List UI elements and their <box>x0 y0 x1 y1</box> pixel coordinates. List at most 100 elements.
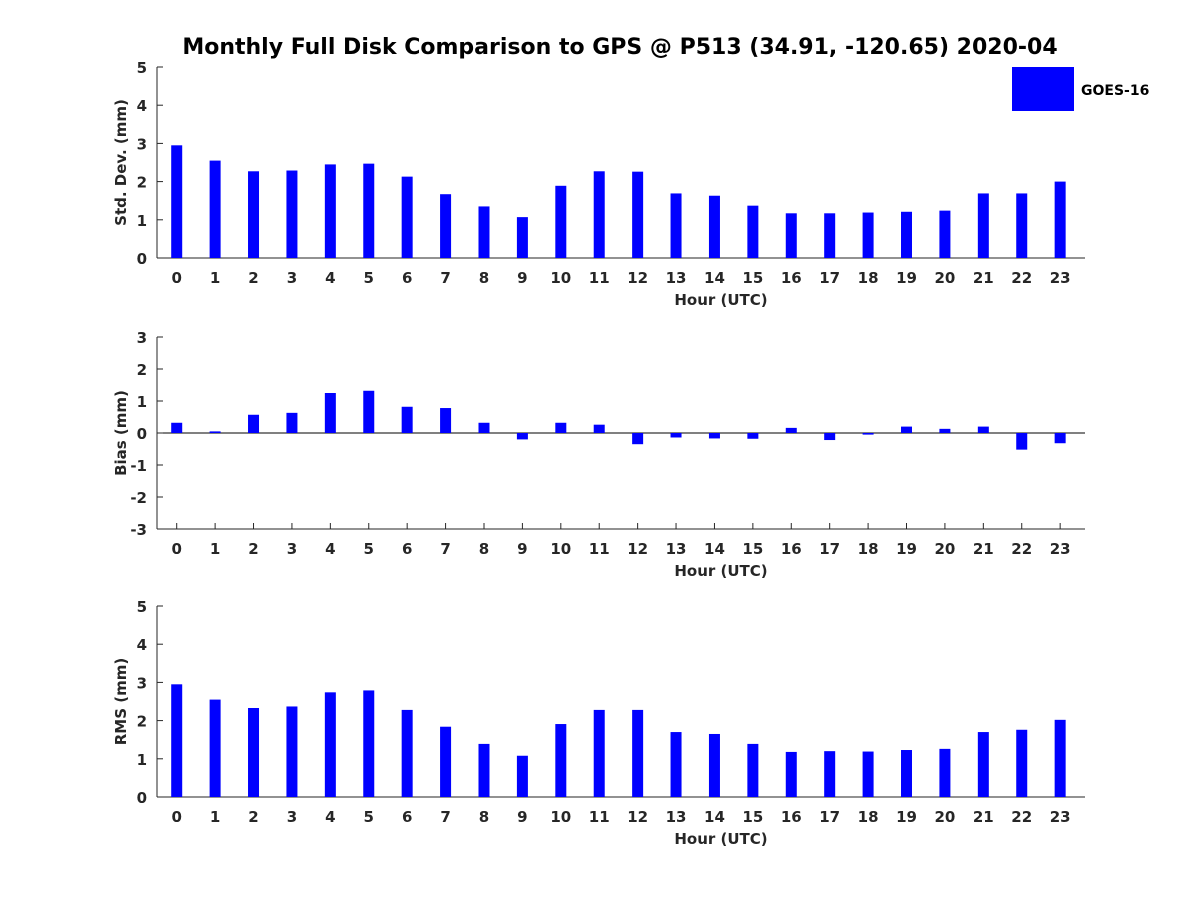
stddev-bar <box>670 193 682 258</box>
rms-ytick-label: 5 <box>137 598 147 616</box>
rms-bar <box>440 726 452 797</box>
bias-ytick-label: 3 <box>137 329 147 347</box>
stddev-bar <box>478 206 490 258</box>
bias-xtick-label: 16 <box>781 540 802 558</box>
stddev-ytick-label: 3 <box>137 135 147 153</box>
bias-xtick-label: 13 <box>666 540 687 558</box>
bias-xtick-label: 20 <box>934 540 955 558</box>
stddev-xtick-label: 19 <box>896 269 917 287</box>
bias-xtick-label: 3 <box>287 540 297 558</box>
bias-xtick-label: 6 <box>402 540 412 558</box>
bias-bar <box>862 433 874 435</box>
bias-xtick-label: 5 <box>364 540 374 558</box>
bias-xtick-label: 4 <box>325 540 335 558</box>
stddev-bar <box>555 185 567 258</box>
stddev-xtick-label: 6 <box>402 269 412 287</box>
bias-xtick-label: 0 <box>171 540 181 558</box>
rms-bar <box>516 755 528 797</box>
rms-bar <box>632 709 644 797</box>
stddev-xtick-label: 9 <box>517 269 527 287</box>
rms-xtick-label: 19 <box>896 808 917 826</box>
stddev-bar <box>248 171 260 258</box>
stddev-ytick-label: 0 <box>137 250 147 268</box>
bias-bar <box>209 431 221 433</box>
legend-label: GOES-16 <box>1081 83 1149 99</box>
stddev-xtick-label: 20 <box>934 269 955 287</box>
stddev-bar <box>324 164 336 258</box>
rms-xtick-label: 23 <box>1050 808 1071 826</box>
rms-bar <box>363 690 375 797</box>
stddev-ytick-label: 5 <box>137 59 147 77</box>
rms-bar <box>324 692 336 797</box>
stddev-xtick-label: 13 <box>666 269 687 287</box>
bias-xtick-label: 9 <box>517 540 527 558</box>
rms-bar <box>901 750 913 797</box>
rms-xtick-label: 0 <box>171 808 181 826</box>
stddev-ytick-label: 4 <box>137 97 147 115</box>
bias-xlabel: Hour (UTC) <box>674 562 767 580</box>
rms-xtick-label: 10 <box>550 808 571 826</box>
rms-xtick-label: 2 <box>248 808 258 826</box>
bias-ytick-label: -3 <box>130 521 147 539</box>
bias-xtick-label: 1 <box>210 540 220 558</box>
bias-bar <box>824 433 836 441</box>
bias-bar <box>977 426 989 433</box>
stddev-xtick-label: 12 <box>627 269 648 287</box>
rms-ytick-label: 3 <box>137 674 147 692</box>
stddev-xtick-label: 21 <box>973 269 994 287</box>
rms-bar <box>977 732 989 797</box>
rms-xtick-label: 22 <box>1011 808 1032 826</box>
bias-xtick-label: 12 <box>627 540 648 558</box>
bias-xtick-label: 8 <box>479 540 489 558</box>
rms-ytick-label: 4 <box>137 636 147 654</box>
stddev-xtick-label: 2 <box>248 269 258 287</box>
rms-xtick-label: 20 <box>934 808 955 826</box>
stddev-xtick-label: 11 <box>589 269 610 287</box>
rms-xtick-label: 18 <box>858 808 879 826</box>
stddev-xlabel: Hour (UTC) <box>674 291 767 309</box>
bias-ytick-label: 0 <box>137 425 147 443</box>
stddev-bar <box>209 160 221 258</box>
rms-bar <box>1054 719 1066 797</box>
stddev-bar <box>1016 193 1028 258</box>
bias-xtick-label: 18 <box>858 540 879 558</box>
rms-xtick-label: 9 <box>517 808 527 826</box>
bias-ylabel: Bias (mm) <box>112 390 130 476</box>
rms-xtick-label: 4 <box>325 808 335 826</box>
legend-swatch <box>1012 67 1074 111</box>
rms-xtick-label: 21 <box>973 808 994 826</box>
stddev-bar <box>785 213 797 258</box>
rms-xtick-label: 13 <box>666 808 687 826</box>
rms-bar <box>708 733 720 797</box>
bias-xtick-label: 21 <box>973 540 994 558</box>
stddev-xtick-label: 17 <box>819 269 840 287</box>
rms-bar <box>209 699 221 797</box>
rms-xtick-label: 15 <box>742 808 763 826</box>
rms-xtick-label: 7 <box>440 808 450 826</box>
bias-bar <box>1016 433 1028 450</box>
bias-xtick-label: 14 <box>704 540 725 558</box>
bias-bar <box>785 427 797 433</box>
bias-bar <box>516 433 528 440</box>
bias-ytick-label: -1 <box>130 457 147 475</box>
bias-xtick-label: 10 <box>550 540 571 558</box>
stddev-xtick-label: 1 <box>210 269 220 287</box>
stddev-bar <box>363 163 375 258</box>
rms-bar <box>401 709 413 797</box>
stddev-bar <box>747 205 759 258</box>
stddev-xtick-label: 18 <box>858 269 879 287</box>
rms-bar <box>1016 729 1028 797</box>
stddev-bar <box>401 176 413 258</box>
rms-bar <box>248 707 260 797</box>
rms-bar <box>593 709 605 797</box>
bias-xtick-label: 19 <box>896 540 917 558</box>
stddev-xtick-label: 7 <box>440 269 450 287</box>
bias-bar <box>440 408 452 433</box>
stddev-bar <box>862 212 874 258</box>
stddev-xtick-label: 22 <box>1011 269 1032 287</box>
bias-bar <box>248 414 260 433</box>
rms-ytick-label: 1 <box>137 751 147 769</box>
rms-ytick-label: 0 <box>137 789 147 807</box>
